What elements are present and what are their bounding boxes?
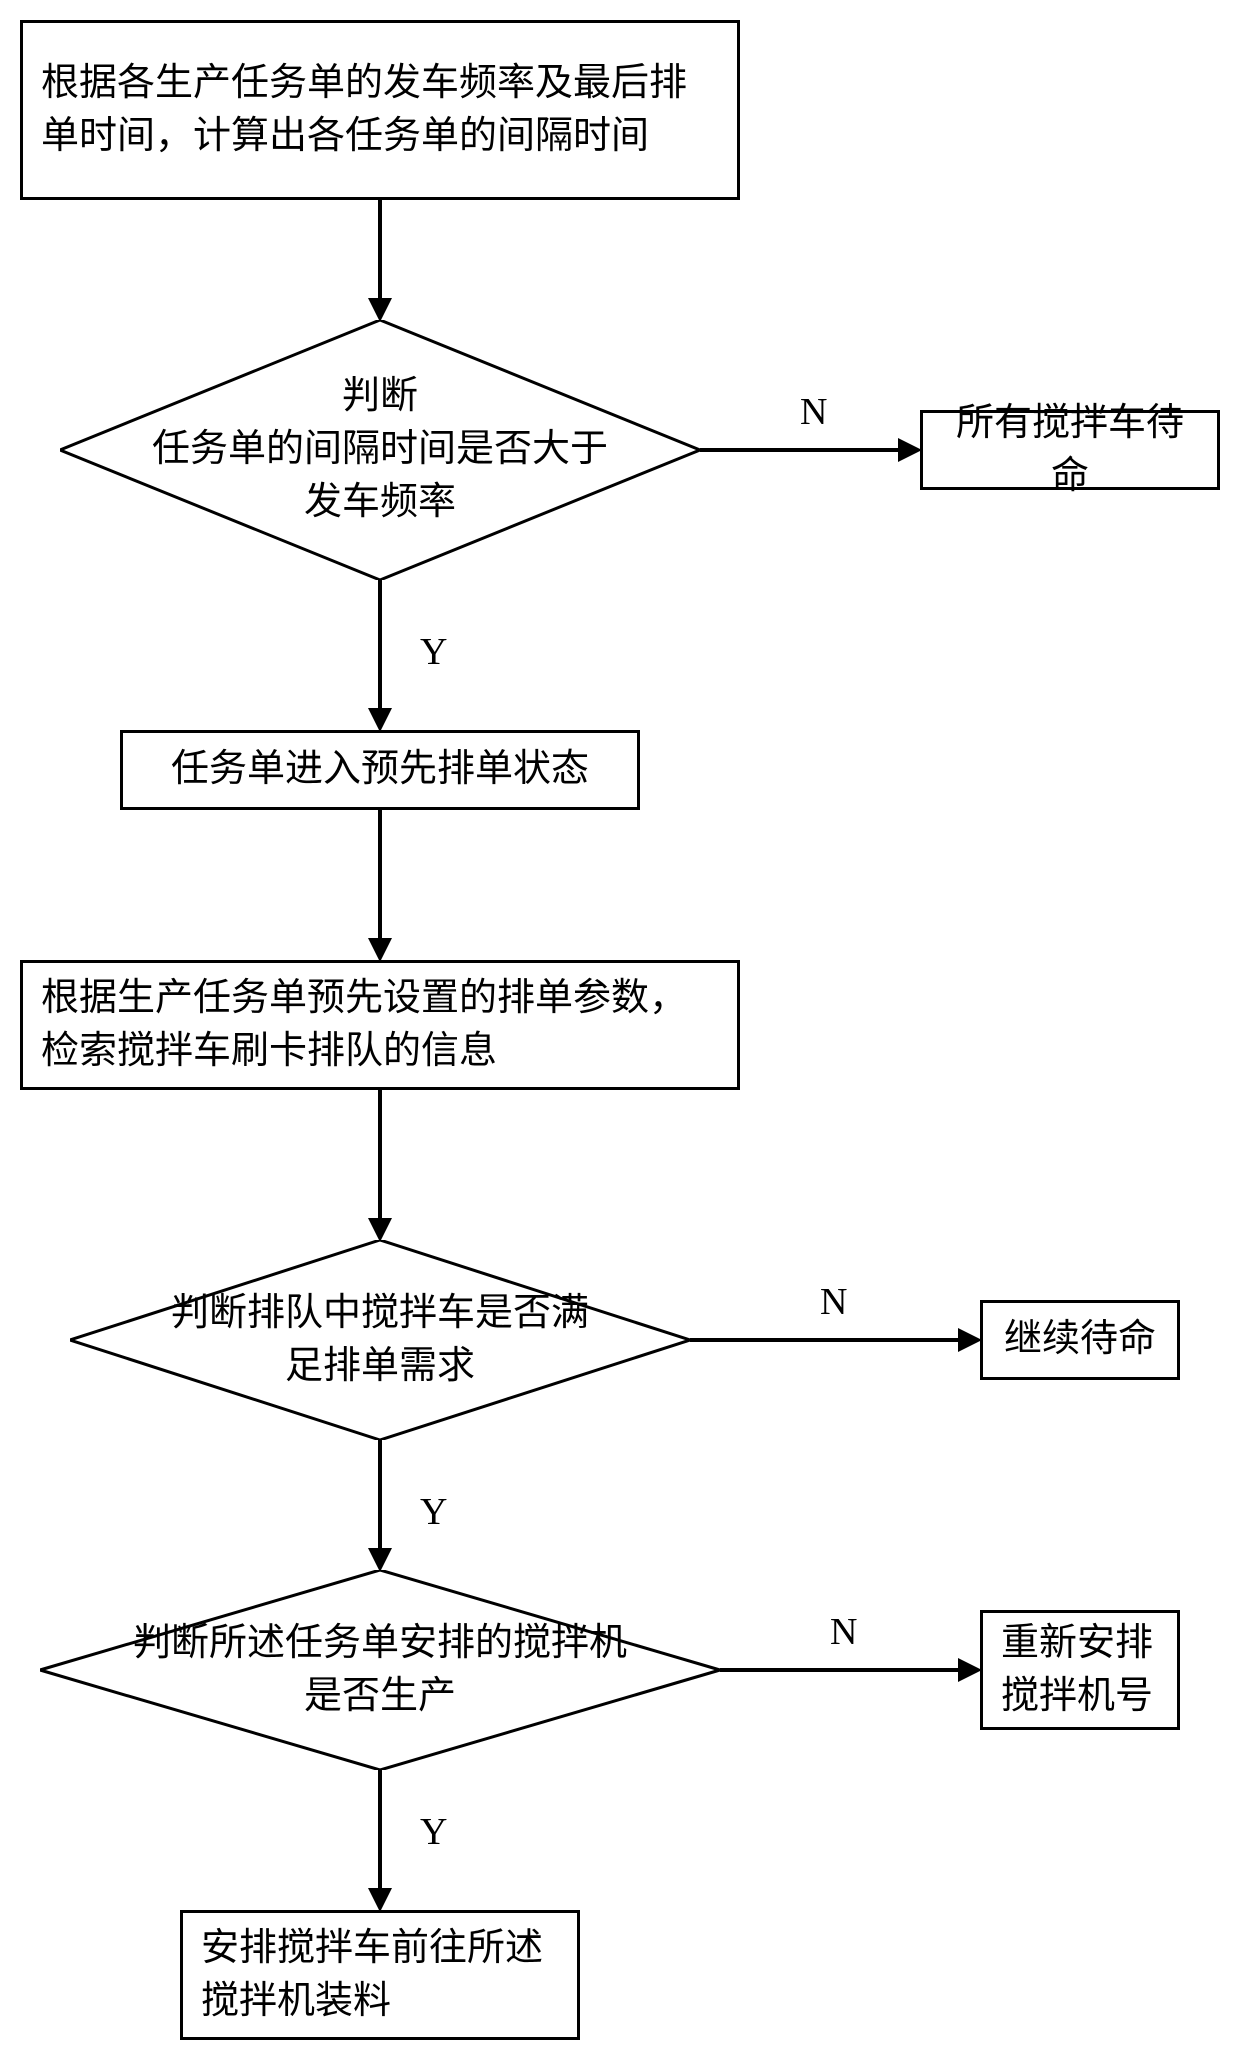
arrow-3 — [378, 810, 382, 940]
diamond3-text: 判断所述任务单安排的搅拌机 是否生产 — [133, 1617, 627, 1723]
diamond2-text: 判断排队中搅拌车是否满 足排单需求 — [171, 1287, 589, 1393]
diamond-queue-check: 判断排队中搅拌车是否满 足排单需求 — [70, 1240, 690, 1440]
arrow-d3-right — [720, 1668, 960, 1672]
box7-text: 安排搅拌车前往所述搅拌机装料 — [201, 1922, 559, 2028]
label-n2: N — [820, 1280, 847, 1324]
arrow-4-head — [368, 1218, 392, 1242]
box4-text: 根据生产任务单预先设置的排单参数，检索搅拌车刷卡排队的信息 — [41, 972, 719, 1078]
box-dispatch-load: 安排搅拌车前往所述搅拌机装料 — [180, 1910, 580, 2040]
label-y1: Y — [420, 630, 447, 674]
diamond-mixer-check: 判断所述任务单安排的搅拌机 是否生产 — [40, 1570, 720, 1770]
box-search-queue: 根据生产任务单预先设置的排单参数，检索搅拌车刷卡排队的信息 — [20, 960, 740, 1090]
arrow-4 — [378, 1090, 382, 1220]
box-calc-interval: 根据各生产任务单的发车频率及最后排单时间，计算出各任务单的间隔时间 — [20, 20, 740, 200]
arrow-d2-down-head — [368, 1548, 392, 1572]
arrow-d2-down — [378, 1440, 382, 1550]
box-prequeue: 任务单进入预先排单状态 — [120, 730, 640, 810]
arrow-d3-right-head — [958, 1658, 982, 1682]
box5-text: 继续待命 — [1004, 1313, 1156, 1366]
arrow-3-head — [368, 938, 392, 962]
arrow-d1-down-head — [368, 708, 392, 732]
label-n3: N — [830, 1610, 857, 1654]
box-all-standby: 所有搅拌车待命 — [920, 410, 1220, 490]
diamond1-text: 判断 任务单的间隔时间是否大于 发车频率 — [152, 370, 608, 530]
arrow-d1-down — [378, 580, 382, 710]
box-continue-standby: 继续待命 — [980, 1300, 1180, 1380]
box1-text: 根据各生产任务单的发车频率及最后排单时间，计算出各任务单的间隔时间 — [41, 57, 719, 163]
box3-text: 任务单进入预先排单状态 — [171, 743, 589, 796]
arrow-d1-right — [700, 448, 900, 452]
box6-text: 重新安排搅拌机号 — [1001, 1617, 1159, 1723]
arrow-d2-right-head — [958, 1328, 982, 1352]
box2-text: 所有搅拌车待命 — [941, 397, 1199, 503]
label-y3: Y — [420, 1810, 447, 1854]
arrow-d3-down-head — [368, 1888, 392, 1912]
diamond-interval-check: 判断 任务单的间隔时间是否大于 发车频率 — [60, 320, 700, 580]
label-y2: Y — [420, 1490, 447, 1534]
arrow-d2-right — [690, 1338, 960, 1342]
arrow-1 — [378, 200, 382, 300]
arrow-d3-down — [378, 1770, 382, 1890]
label-n1: N — [800, 390, 827, 434]
arrow-1-head — [368, 298, 392, 322]
arrow-d1-right-head — [898, 438, 922, 462]
box-rearrange-mixer: 重新安排搅拌机号 — [980, 1610, 1180, 1730]
